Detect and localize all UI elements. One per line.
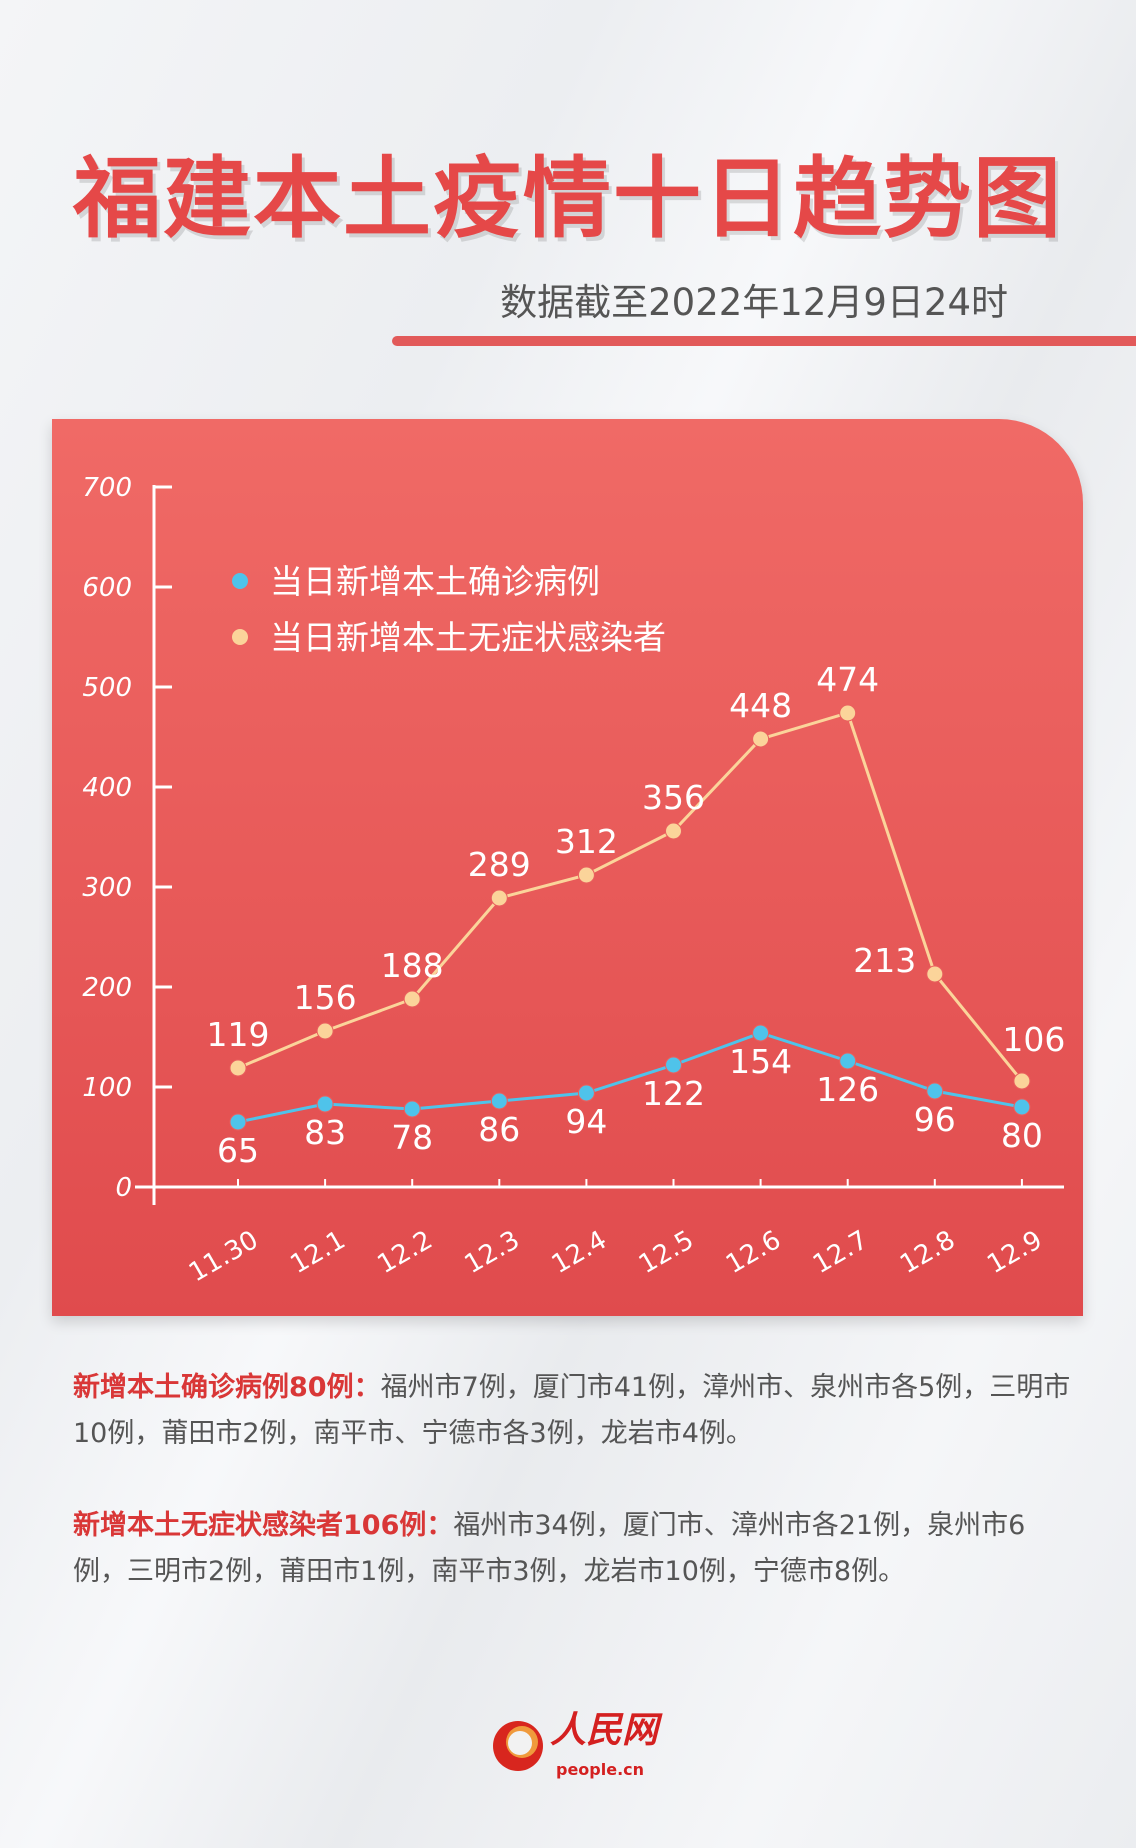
logo-chinese: 人民网 [550,1709,659,1751]
data-point [752,730,770,748]
decorative-bar [392,336,1136,346]
y-tick-label: 400 [82,773,132,803]
logo-english: people.cn [556,1760,645,1779]
data-point [490,889,508,907]
legend-label: 当日新增本土确诊病例 [270,562,600,601]
data-label: 474 [816,660,879,699]
data-point [577,1084,595,1102]
chart-card [52,419,1083,1316]
data-label: 65 [217,1131,259,1170]
data-label: 122 [642,1074,705,1113]
data-label: 96 [914,1100,956,1139]
y-tick-label: 300 [82,873,132,903]
data-label: 188 [381,946,444,985]
data-point [1013,1072,1031,1090]
data-label: 119 [207,1015,270,1054]
legend-label: 当日新增本土无症状感染者 [270,618,666,657]
x-tick-label: 12.5 [634,1225,699,1280]
series-line [237,1031,1023,1124]
data-label: 154 [729,1042,792,1081]
data-point [229,1059,247,1077]
x-tick-label: 12.8 [895,1225,960,1280]
x-tick-label: 12.4 [547,1225,612,1280]
data-point [403,990,421,1008]
x-tick-label: 12.9 [982,1225,1047,1280]
data-point [665,822,682,840]
data-point [926,1082,944,1100]
y-tick-label: 700 [82,473,132,503]
x-tick-label: 12.3 [460,1225,525,1280]
data-label: 106 [1002,1020,1065,1059]
data-label: 126 [816,1070,879,1109]
confirmed-note: 新增本土确诊病例80例：福州市7例，厦门市41例，漳州市、泉州市各5例，三明市1… [73,1365,1073,1457]
data-cutoff-subtitle: 数据截至2022年12月9日24时 [500,281,1008,324]
data-label: 356 [642,778,705,817]
data-label: 289 [468,845,531,884]
y-tick-label: 600 [82,573,132,603]
asymptomatic-note-head: 新增本土无症状感染者106例： [73,1510,454,1541]
data-point [229,1113,247,1131]
data-point [316,1022,334,1040]
y-tick-label: 500 [82,673,132,703]
page-title: 福建本土疫情十日趋势图 [72,147,1063,250]
asymptomatic-note-body: 福州市34例，厦门市、漳州市各21例，泉州市6例，三明市2例，莆田市1例，南平市… [73,1510,1026,1587]
confirmed-note-body: 福州市7例，厦门市41例，漳州市、泉州市各5例，三明市10例，莆田市2例，南平市… [73,1372,1071,1449]
y-tick-label: 100 [82,1073,132,1103]
data-label: 78 [391,1118,433,1157]
data-label: 86 [478,1110,520,1149]
x-tick-label: 12.2 [373,1225,438,1280]
series-line [237,711,1024,1082]
data-point [752,1024,770,1042]
confirmed-note-head: 新增本土确诊病例80例： [73,1372,381,1403]
asymptomatic-note: 新增本土无症状感染者106例：福州市34例，厦门市、漳州市各21例，泉州市6例，… [73,1503,1073,1595]
data-point [839,704,857,722]
x-tick-label: 11.30 [184,1225,263,1288]
x-tick-label: 12.7 [808,1225,873,1280]
data-point [316,1095,334,1113]
data-label: 94 [565,1102,607,1141]
data-label: 448 [729,686,792,725]
data-label: 80 [1001,1116,1043,1155]
data-point [665,1056,682,1074]
x-tick-label: 12.6 [721,1225,786,1280]
legend-marker [232,573,248,589]
data-point [1013,1098,1031,1116]
data-point [490,1092,508,1110]
people-cn-logo: 人民网 people.cn [490,1710,680,1786]
logo-swirl-icon [493,1721,543,1771]
data-label: 213 [853,941,916,980]
x-tick-label: 12.1 [285,1225,350,1280]
y-tick-label: 200 [82,973,132,1003]
data-label: 83 [304,1113,346,1152]
y-tick-label: 0 [115,1173,132,1203]
data-point [577,866,595,884]
data-point [403,1100,421,1118]
data-label: 312 [555,822,618,861]
data-point [926,965,944,983]
data-point [839,1052,857,1070]
legend-marker [232,629,248,645]
data-label: 156 [294,978,357,1017]
